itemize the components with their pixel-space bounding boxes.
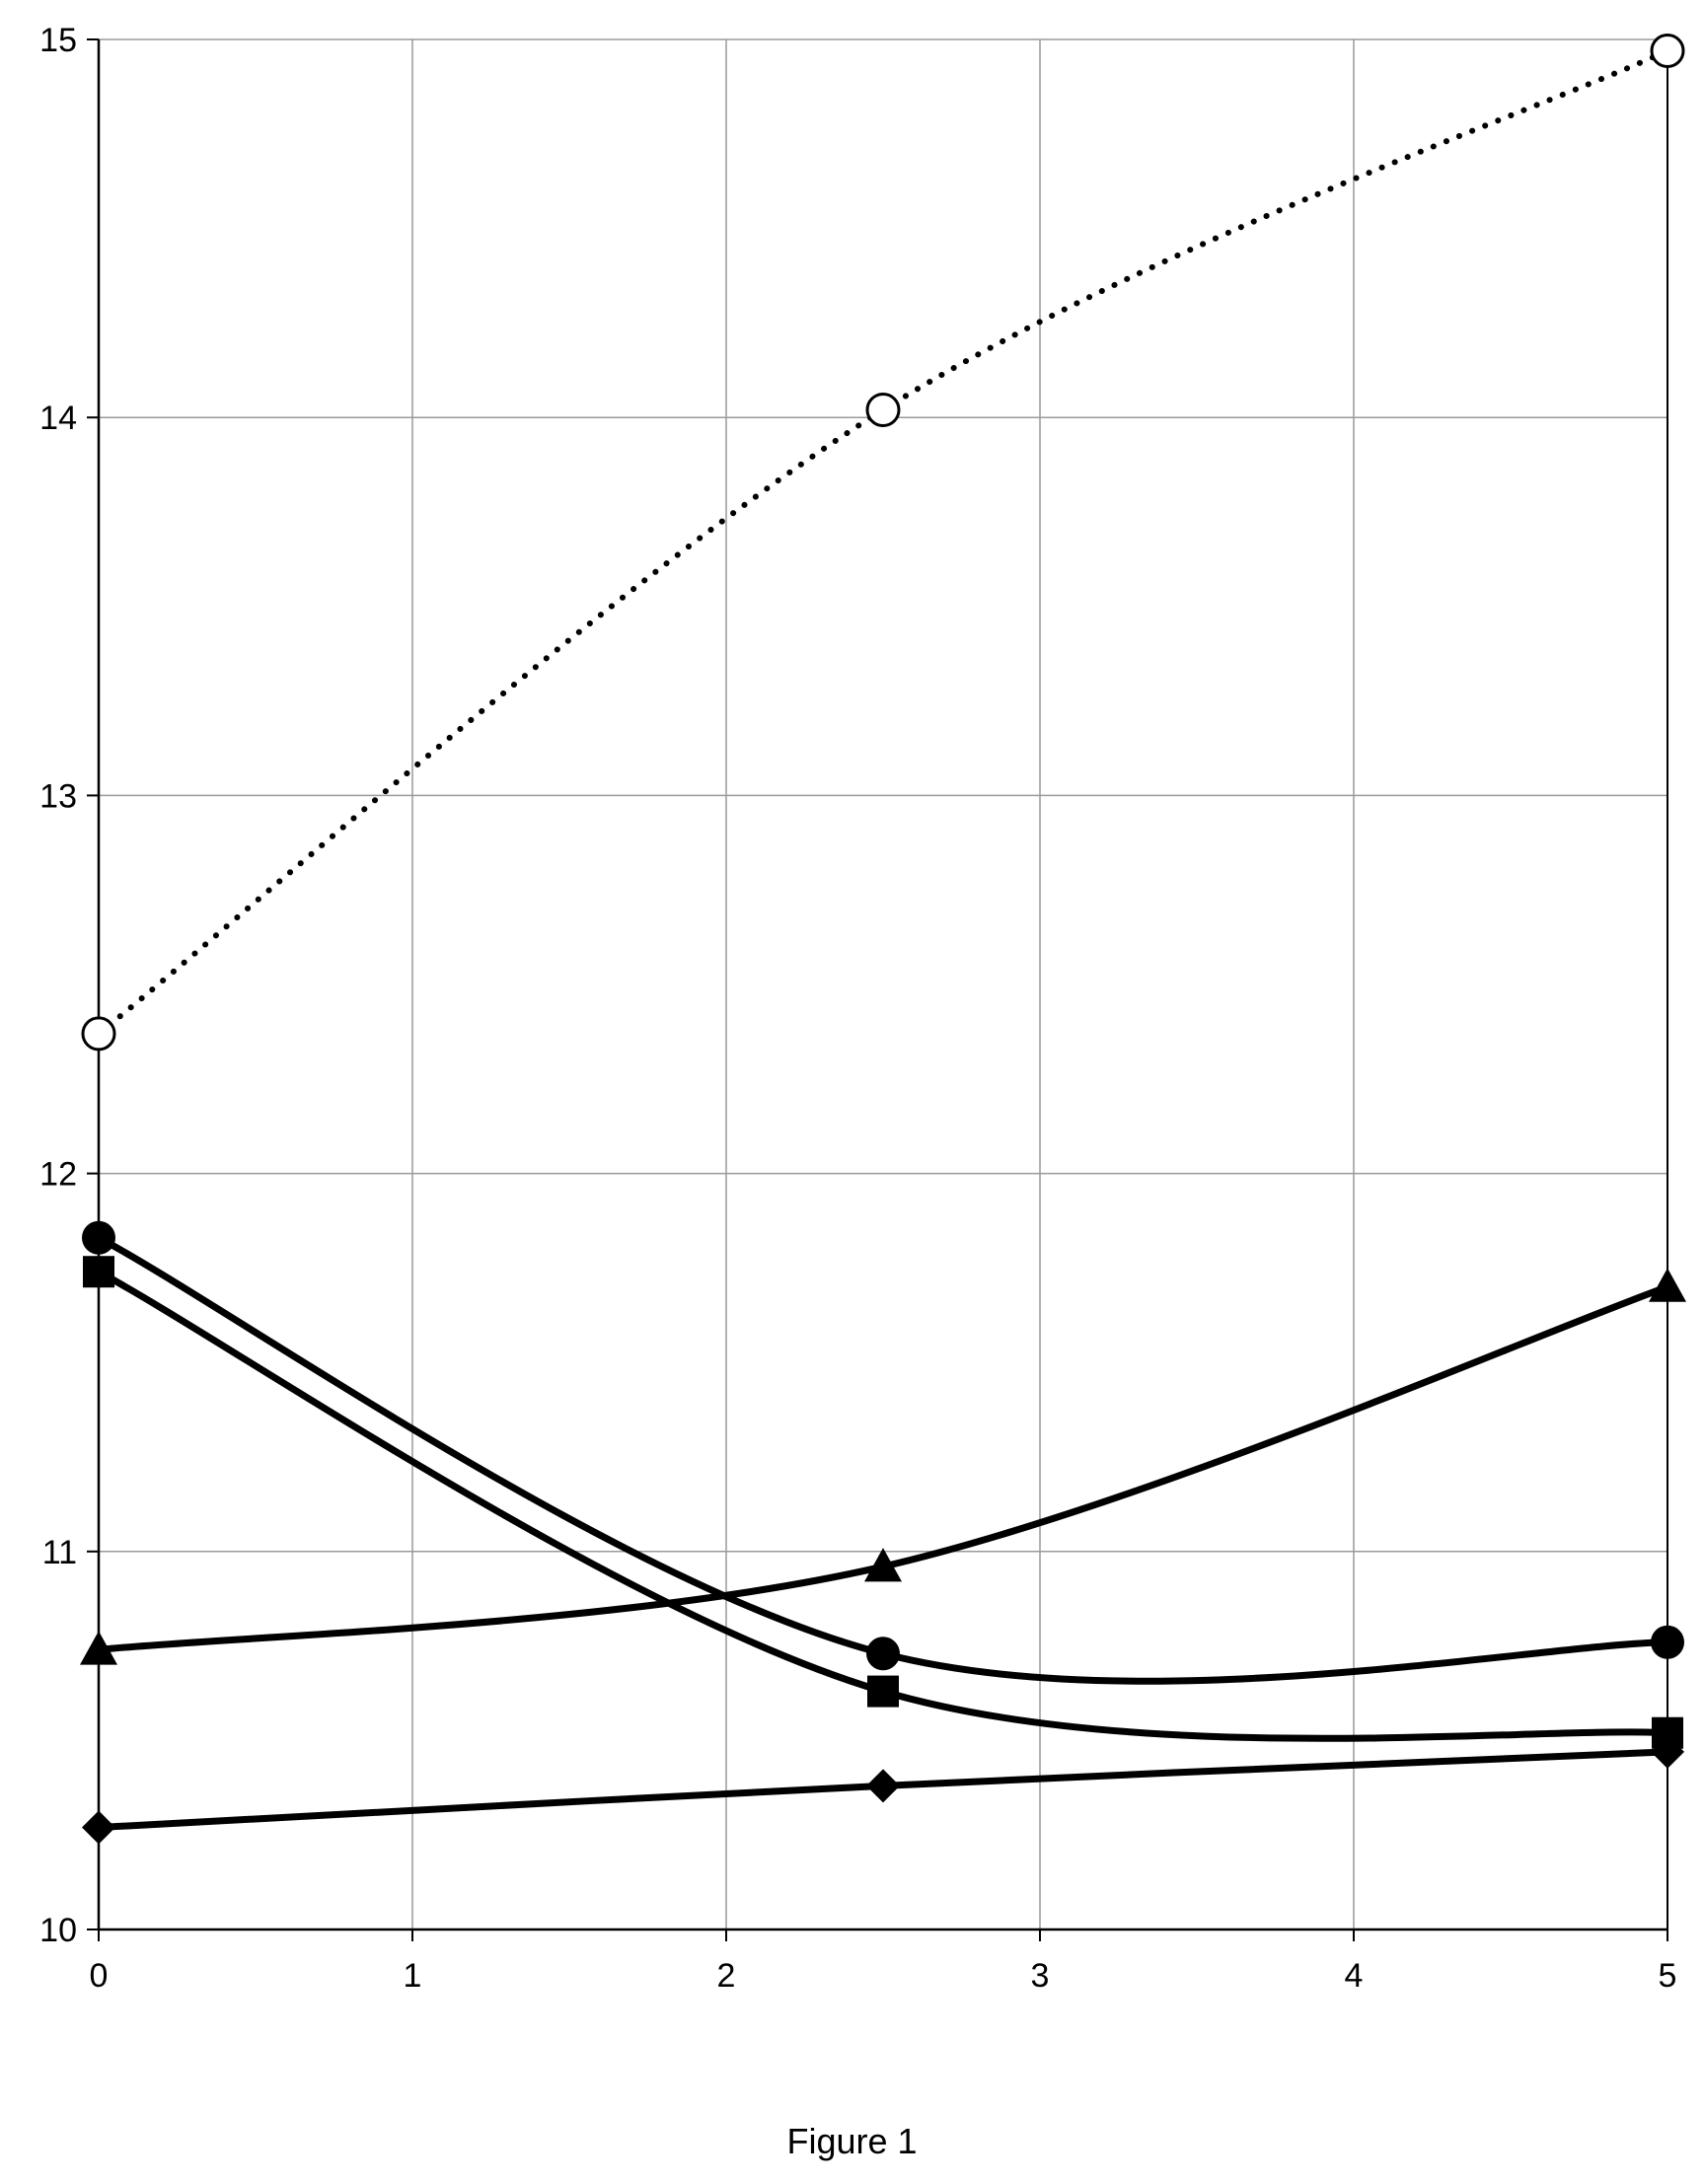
series-1-line — [97, 1234, 1668, 1685]
x-tick-label-3: 3 — [1031, 1957, 1050, 1995]
series-3-point-2 — [1649, 1268, 1686, 1302]
x-tick-label-1: 1 — [404, 1957, 422, 1995]
series-2-point-1 — [867, 1675, 899, 1708]
series-2-point-0 — [83, 1256, 114, 1288]
series-1-point-0 — [82, 1220, 115, 1255]
series-3-point-0 — [80, 1631, 117, 1665]
series-0-point-1 — [865, 393, 901, 428]
y-tick-label-4: 14 — [39, 400, 77, 437]
x-tick-label-4: 4 — [1345, 1957, 1364, 1995]
series-0-point-0 — [81, 1016, 116, 1052]
series-4-point-2 — [1651, 1734, 1684, 1769]
series-1-point-2 — [1651, 1625, 1684, 1659]
series-3-point-1 — [864, 1548, 902, 1582]
series-0-line — [96, 47, 1670, 1037]
y-tick-label-2: 12 — [39, 1156, 77, 1194]
series-layer — [80, 33, 1686, 1845]
y-tick-label-5: 15 — [39, 22, 77, 59]
series-1-point-1 — [866, 1637, 900, 1671]
series-0-point-2 — [1650, 33, 1685, 68]
series-4-point-1 — [866, 1769, 900, 1803]
series-4-point-0 — [82, 1810, 115, 1845]
series-3-line — [98, 1283, 1669, 1653]
y-tick-label-3: 13 — [39, 777, 77, 815]
x-tick-label-5: 5 — [1659, 1957, 1677, 1995]
x-tick-label-2: 2 — [717, 1957, 736, 1995]
axes — [87, 38, 1668, 1941]
figure-caption: Figure 1 — [786, 2121, 918, 2161]
y-tick-label-0: 10 — [39, 1912, 77, 1949]
y-tick-label-1: 11 — [42, 1534, 77, 1571]
x-tick-label-0: 0 — [90, 1957, 109, 1995]
